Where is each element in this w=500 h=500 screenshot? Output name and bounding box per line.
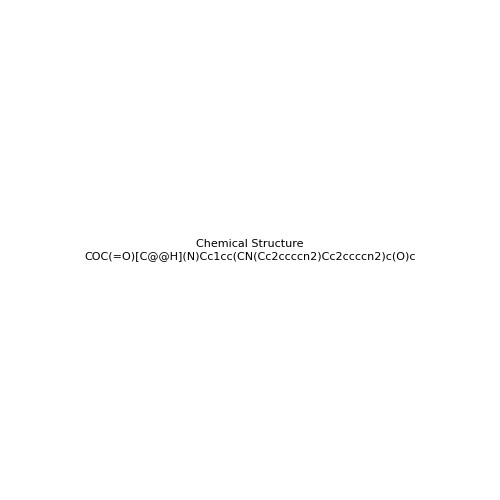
Text: Chemical Structure
COC(=O)[C@@H](N)Cc1cc(CN(Cc2ccccn2)Cc2ccccn2)c(O)c: Chemical Structure COC(=O)[C@@H](N)Cc1cc…	[84, 239, 416, 261]
